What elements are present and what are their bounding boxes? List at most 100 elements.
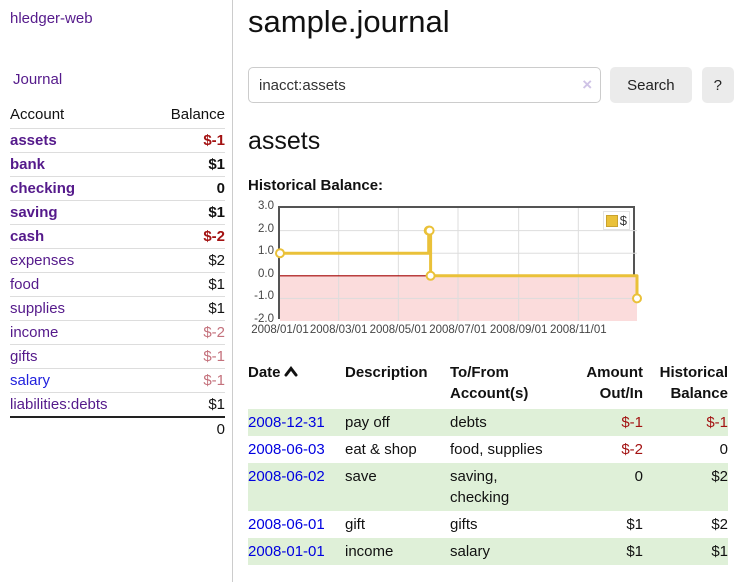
accounts-cell: gifts: [450, 516, 478, 533]
search-bar: × Search ?: [248, 67, 734, 103]
account-link-bank[interactable]: bank: [10, 156, 46, 173]
account-row: cash $-2: [10, 224, 225, 249]
account-row: salary $-1: [10, 368, 225, 393]
account-row: gifts $-1: [10, 344, 225, 369]
help-button[interactable]: ?: [701, 67, 734, 103]
accounts-header-account: Account: [10, 106, 65, 123]
description-cell: save: [345, 468, 377, 485]
y-tick-label: 2.0: [258, 222, 274, 235]
amount-cell: $1: [626, 516, 643, 533]
account-balance: $-2: [148, 320, 225, 345]
amount-cell: $-1: [621, 414, 643, 431]
amount-cell: $1: [626, 543, 643, 560]
account-row: assets $-1: [10, 128, 225, 153]
description-cell: gift: [345, 516, 366, 533]
account-link-salary[interactable]: salary: [10, 372, 51, 389]
description-cell: eat & shop: [345, 441, 417, 458]
x-tick-label: 2008/07/01: [429, 324, 487, 336]
column-header-date[interactable]: Date: [248, 362, 345, 409]
x-tick-label: 2008/11/01: [549, 324, 607, 336]
sidebar-accounts-body: assets $-1 bank $1 checking 0 saving $1 cash $-2 e…: [10, 128, 225, 417]
clear-search-icon[interactable]: ×: [582, 75, 593, 94]
sidebar-item-journal[interactable]: Journal: [13, 71, 63, 88]
amount-cell: 0: [634, 468, 643, 485]
register-header-row: Date Description To/From Account(s) Amou…: [248, 362, 728, 409]
search-button[interactable]: Search: [610, 67, 692, 103]
transaction-date-link[interactable]: 2008-06-01: [248, 516, 325, 533]
transaction-date-link[interactable]: 2008-06-03: [248, 441, 325, 458]
account-row: checking 0: [10, 176, 225, 201]
historical-balance-label: Historical Balance:: [248, 177, 384, 194]
account-balance: $1: [148, 200, 225, 225]
page-title: sample.journal: [248, 4, 450, 39]
transaction-date-link[interactable]: 2008-06-02: [248, 468, 325, 485]
account-row: bank $1: [10, 152, 225, 177]
account-row: income $-2: [10, 320, 225, 345]
amount-cell: $-2: [621, 441, 643, 458]
register-row: 2008-06-01 gift gifts $1 $2: [248, 511, 728, 538]
account-balance: $1: [148, 296, 225, 321]
accounts-table: Account Balance assets $-1 bank $1 checking 0…: [10, 103, 225, 441]
description-cell: pay off: [345, 414, 390, 431]
x-tick-label: 2008/01/01: [251, 324, 309, 336]
y-tick-label: 3.0: [258, 200, 274, 212]
chart-container: $ 3.0 2.0 1.0 0.0 -1.0 -2.0 2008/01/01 2008/03/…: [248, 200, 734, 342]
register-table: Date Description To/From Account(s) Amou…: [248, 362, 728, 565]
account-link-saving[interactable]: saving: [10, 204, 58, 221]
register-row: 2008-06-02 save saving, checking 0 $2: [248, 463, 728, 511]
y-tick-label: 0.0: [258, 267, 274, 280]
account-balance: $1: [148, 272, 225, 297]
x-tick-label: 2008/03/01: [309, 324, 368, 336]
column-header-balance: Historical Balance: [659, 364, 728, 402]
accounts-cell: debts: [450, 414, 487, 431]
account-row: expenses $2: [10, 248, 225, 273]
column-header-accounts: To/From Account(s): [450, 364, 529, 402]
account-link-expenses[interactable]: expenses: [10, 252, 75, 269]
account-balance: 0: [148, 176, 225, 201]
balance-cell: $1: [711, 543, 728, 560]
account-balance: $1: [148, 392, 225, 417]
search-input-wrap: ×: [248, 67, 602, 103]
chart-svg: [275, 208, 642, 321]
account-link-checking[interactable]: checking: [10, 180, 76, 197]
x-tick-label: 2008/09/01: [489, 324, 548, 336]
main-content: sample.journal × Search ? assets Histori…: [248, 0, 734, 565]
account-link-gifts[interactable]: gifts: [10, 348, 38, 365]
account-balance: $2: [148, 248, 225, 273]
account-link-liabilities:debts[interactable]: liabilities:debts: [10, 396, 108, 413]
transaction-date-link[interactable]: 2008-01-01: [248, 543, 325, 560]
register-heading: assets: [248, 127, 321, 155]
account-link-food[interactable]: food: [10, 276, 40, 293]
account-link-supplies[interactable]: supplies: [10, 300, 66, 317]
chart-legend: $: [602, 211, 630, 230]
balance-cell: 0: [719, 441, 728, 458]
legend-swatch-icon: [605, 214, 618, 227]
legend-label: $: [619, 213, 627, 228]
account-link-income[interactable]: income: [10, 324, 59, 341]
search-input[interactable]: [248, 67, 602, 103]
y-tick-label: 1.0: [258, 245, 274, 258]
register-body: 2008-12-31 pay off debts $-1 $-1 2008-06-03 ea…: [248, 409, 728, 565]
description-cell: income: [345, 543, 394, 560]
account-balance: $1: [148, 152, 225, 177]
transaction-date-link[interactable]: 2008-12-31: [248, 414, 325, 431]
y-tick-label: -1.0: [254, 290, 274, 303]
account-balance: $-1: [148, 344, 225, 369]
register-row: 2008-01-01 income salary $1 $1: [248, 538, 728, 565]
accounts-cell: salary: [450, 543, 491, 560]
y-tick-label: -2.0: [254, 313, 274, 325]
account-balance: $-1: [148, 128, 225, 153]
balance-cell: $2: [711, 468, 728, 485]
register-row: 2008-06-03 eat & shop food, supplies $-2 0: [248, 436, 728, 463]
account-row: food $1: [10, 272, 225, 297]
accounts-header-balance: Balance: [170, 106, 225, 123]
sidebar: hledger-web Journal Account Balance asse…: [0, 0, 233, 582]
account-link-assets[interactable]: assets: [10, 132, 57, 149]
account-link-cash[interactable]: cash: [10, 228, 45, 245]
account-balance: $-1: [148, 368, 225, 393]
app-brand-link[interactable]: hledger-web: [10, 10, 93, 27]
accounts-total-row: 0: [10, 416, 225, 441]
accounts-cell: saving, checking: [450, 468, 510, 506]
register-row: 2008-12-31 pay off debts $-1 $-1: [248, 409, 728, 436]
chart-plot: $: [275, 206, 642, 321]
